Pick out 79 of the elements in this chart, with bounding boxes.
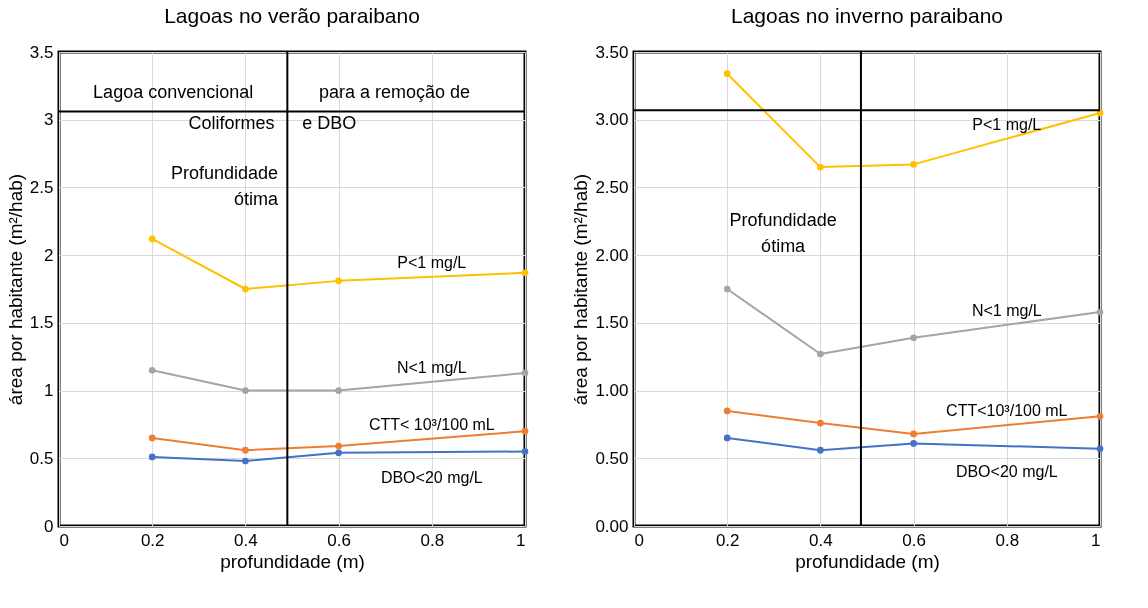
point <box>242 285 249 293</box>
x-tick-label: 0.6 <box>327 530 351 550</box>
x-tick-label: 0.6 <box>902 530 926 550</box>
point <box>817 419 824 427</box>
point <box>1096 412 1104 420</box>
series-label: DBO<20 mg/L <box>380 469 483 487</box>
point <box>910 161 917 168</box>
y-tick-label: 3.00 <box>595 110 629 130</box>
x-tick-label: 0.2 <box>715 530 740 550</box>
point <box>817 446 824 454</box>
y-tick-label: 2.5 <box>29 177 54 197</box>
series-label: P<1 mg/L <box>397 253 467 271</box>
y-tick-label: 0.5 <box>29 448 54 468</box>
chart-title: Lagoas no verão paraibano <box>164 4 420 27</box>
chart-title: Lagoas no inverno paraibano <box>730 4 1004 27</box>
point <box>148 235 156 243</box>
x-tick-label: 1 <box>1091 530 1101 550</box>
point <box>521 369 529 377</box>
series-label: N<1 mg/L <box>396 358 467 376</box>
y-axis-title: área por habitante (m²/hab) <box>570 173 592 406</box>
y-tick-label: 2 <box>44 245 54 265</box>
point <box>910 430 917 438</box>
y-axis-title: área por habitante (m²/hab) <box>4 173 26 406</box>
point <box>817 350 824 358</box>
x-tick-label: 0 <box>634 530 644 550</box>
annotation: e DBO <box>302 112 357 133</box>
x-tick-label: 0 <box>59 530 69 550</box>
point <box>335 277 342 285</box>
y-tick-label: 2.00 <box>595 245 629 265</box>
point <box>521 427 529 435</box>
series-label: CTT< 10³/100 mL <box>368 415 495 433</box>
y-tick-label: 1.00 <box>595 381 629 401</box>
x-axis-title: profundidade (m) <box>220 550 365 572</box>
x-axis-title: profundidade (m) <box>795 550 940 572</box>
point <box>910 334 917 342</box>
y-tick-label: 2.50 <box>595 177 629 197</box>
point <box>335 442 342 450</box>
point <box>148 366 156 374</box>
x-tick-label: 0.4 <box>809 530 833 550</box>
point <box>723 70 731 78</box>
point <box>148 453 156 461</box>
x-tick-label: 0.8 <box>995 530 1020 550</box>
series-label: CTT<10³/100 mL <box>946 402 1068 420</box>
annotation: Profundidade ótima <box>170 162 280 209</box>
y-tick-label: 3.50 <box>595 42 629 62</box>
annotation: Profundidade ótima <box>729 210 837 257</box>
point <box>1096 445 1104 453</box>
point <box>910 440 917 447</box>
point <box>242 457 249 465</box>
x-tick-label: 0.2 <box>140 530 165 550</box>
y-tick-label: 3.5 <box>29 42 54 62</box>
point <box>521 448 529 455</box>
y-tick-label: 1 <box>44 381 54 401</box>
y-tick-label: 0 <box>44 516 54 536</box>
annotation: para a remoção de <box>318 81 471 102</box>
series-label: N<1 mg/L <box>971 301 1042 319</box>
point <box>335 449 342 457</box>
y-tick-label: 0.00 <box>595 516 629 536</box>
point <box>723 407 731 415</box>
point <box>1096 308 1104 316</box>
point <box>242 446 249 454</box>
point <box>723 434 731 442</box>
series-label: DBO<20 mg/L <box>955 463 1058 481</box>
y-tick-label: 3 <box>44 110 54 130</box>
point <box>817 163 824 171</box>
point <box>521 269 529 277</box>
x-tick-label: 1 <box>516 530 526 550</box>
y-tick-label: 1.50 <box>595 313 629 333</box>
y-tick-label: 0.50 <box>595 448 629 468</box>
x-tick-label: 0.8 <box>420 530 445 550</box>
point <box>242 387 249 394</box>
point <box>335 387 342 394</box>
series-label: P<1 mg/L <box>972 115 1042 133</box>
annotation: Lagoa convencional <box>93 81 254 102</box>
annotation: Coliformes <box>188 112 275 133</box>
y-tick-label: 1.5 <box>29 313 54 333</box>
point <box>148 434 156 442</box>
x-tick-label: 0.4 <box>234 530 258 550</box>
point <box>723 285 731 293</box>
